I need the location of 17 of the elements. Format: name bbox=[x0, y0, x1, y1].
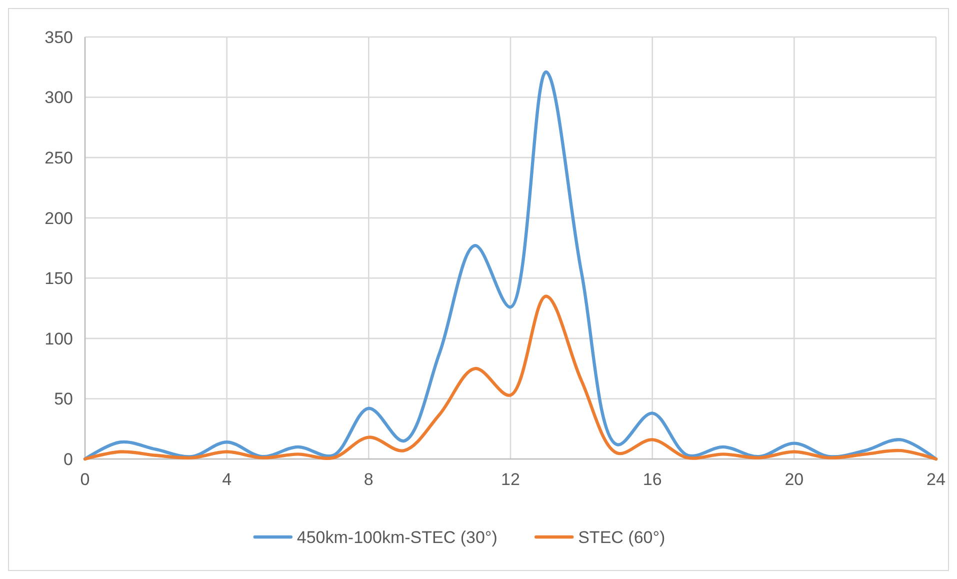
x-tick-label: 16 bbox=[642, 470, 662, 489]
y-tick-label: 150 bbox=[44, 269, 73, 288]
y-tick-label: 100 bbox=[44, 329, 73, 348]
x-tick-label: 12 bbox=[501, 470, 520, 489]
legend-label: 450km-100km-STEC (30°) bbox=[296, 528, 498, 547]
x-tick-label: 20 bbox=[784, 470, 804, 489]
x-tick-label: 24 bbox=[926, 470, 946, 489]
y-tick-label: 300 bbox=[44, 88, 73, 108]
y-tick-label: 50 bbox=[54, 390, 73, 409]
y-tick-label: 0 bbox=[64, 450, 73, 469]
y-tick-label: 200 bbox=[44, 208, 73, 228]
legend-label: STEC (60°) bbox=[578, 528, 666, 547]
y-tick-label: 350 bbox=[44, 28, 73, 47]
y-tick-label: 250 bbox=[44, 148, 73, 168]
x-tick-label: 0 bbox=[80, 470, 90, 489]
x-tick-label: 8 bbox=[364, 470, 374, 489]
x-tick-label: 4 bbox=[222, 470, 232, 489]
